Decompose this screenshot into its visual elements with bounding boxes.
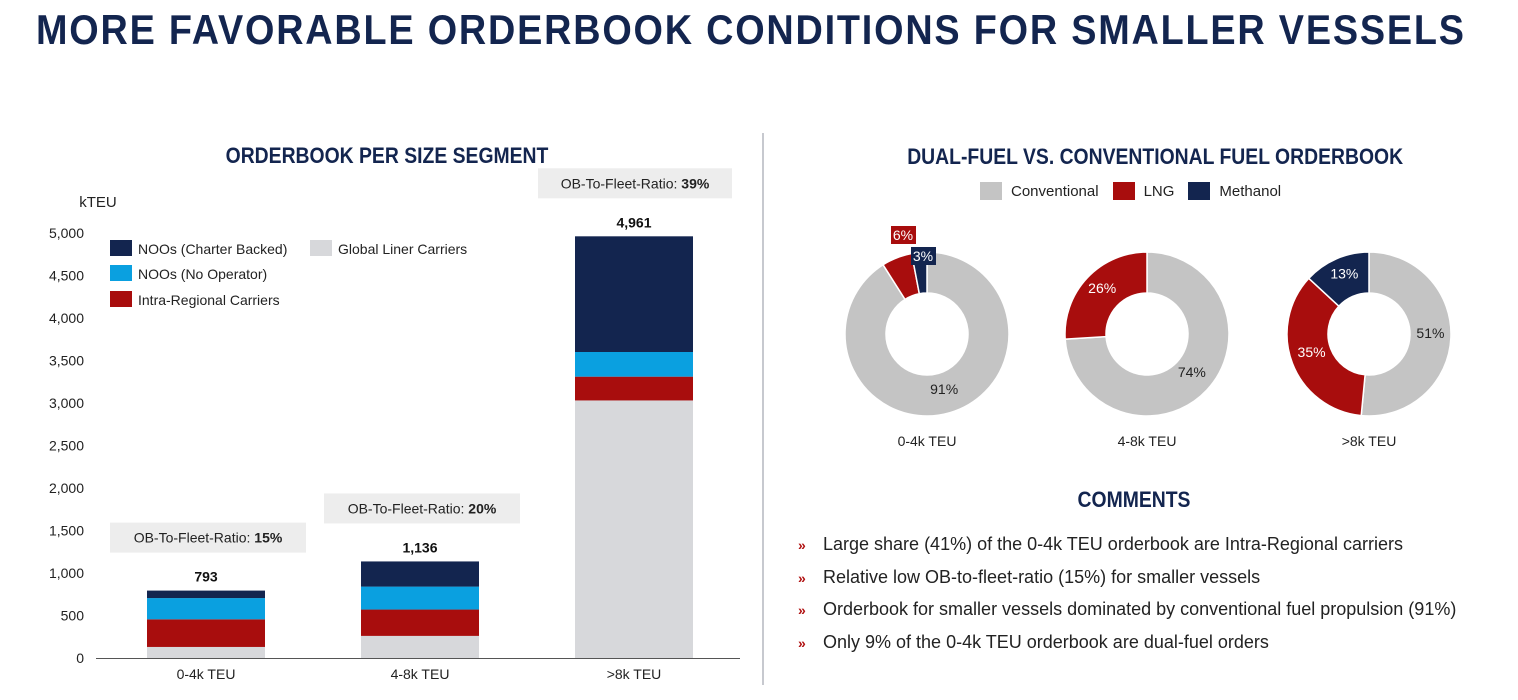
bar-segment [147,590,265,599]
x-tick-label: 4-8k TEU [391,666,450,682]
legend-item-conventional: Conventional [980,182,1099,200]
ratio-box [538,168,732,199]
donut-value-label: 51% [1416,325,1444,341]
donut-chart-title: DUAL-FUEL VS. CONVENTIONAL FUEL ORDERBOO… [907,144,1404,169]
y-tick-label: 5,000 [49,225,84,241]
donut-charts: 91% 6%3% 0-4k TEU 74% 26% 4-8k TEU 51% 35% 13% >8… [844,226,1452,449]
legend-label: NOOs (No Operator) [138,266,267,282]
bar-segment [147,619,265,647]
y-tick-label: 4,000 [49,310,84,326]
ratio-box [110,522,306,553]
ratio-label: OB-To-Fleet-Ratio: 20% [348,500,497,516]
bullet-icon: » [798,569,806,586]
bullet-icon: » [798,537,806,553]
donut-slice [1307,251,1370,308]
legend-label-lng: LNG [1143,182,1175,200]
legend-label: Global Liner Carriers [338,241,467,257]
y-tick-label: 1,000 [49,565,84,581]
y-tick-label: 500 [61,608,85,624]
bar-total-label: 1,136 [402,539,437,555]
comment-text: Orderbook for smaller vessels dominated … [823,599,1457,619]
donut-chart: 91% 6%3% 0-4k TEU [844,226,1010,449]
bar-total-label: 4,961 [616,214,651,230]
legend-label: Intra-Regional Carriers [138,292,280,308]
donut-category-label: 4-8k TEU [1118,433,1177,449]
legend-swatch [110,291,132,307]
donut-legend: Conventional LNG Methanol [980,182,1281,200]
donut-slice [1360,251,1452,417]
bar-segment [575,352,693,377]
comment-item: » Large share (41%) of the 0-4k TEU order… [798,530,1456,563]
donut-value-label: 91% [930,381,958,397]
legend-swatch [310,240,332,256]
donut-category-label: 0-4k TEU [898,433,957,449]
donut-label-box [911,247,936,265]
comment-item: » Relative low OB-to-fleet-ratio (15%) fo… [798,563,1456,596]
comment-text: Relative low OB-to-fleet-ratio (15%) for… [823,566,1261,587]
bar-segment [575,400,693,658]
bar-segment [361,561,479,587]
legend-label-methanol: Methanol [1219,182,1282,200]
bullet-icon: » [798,602,806,618]
donut-label-box [891,226,916,244]
bar-segment [361,586,479,610]
y-tick-label: 2,000 [49,480,84,496]
bar-segment [361,635,479,658]
y-tick-label: 3,000 [49,395,84,411]
comment-text: Only 9% of the 0-4k TEU orderbook are du… [823,631,1269,652]
legend-label: NOOs (Charter Backed) [138,241,287,257]
legend-label-conventional: Conventional [1011,182,1099,200]
donut-slice [844,251,1010,417]
legend-item-methanol: Methanol [1188,182,1281,200]
legend-item-lng: LNG [1112,182,1175,200]
comments-title: COMMENTS [1077,487,1191,512]
legend-swatch-conventional [980,182,1002,200]
y-tick-label: 0 [76,650,84,666]
donut-value-label: 35% [1298,344,1326,360]
legend-swatch [110,265,132,281]
donut-category-label: >8k TEU [1342,433,1397,449]
comment-item: » Orderbook for smaller vessels dominated… [798,595,1456,628]
legend-swatch [110,240,132,256]
stacked-bar-chart: kTEU 0 500 1,000 1,500 2,000 2,500 3,000 3,500 4… [49,168,740,682]
y-tick-label: 1,500 [49,523,84,539]
page-title: MORE FAVORABLE ORDERBOOK CONDITIONS FOR … [36,6,1466,53]
bar-segment [361,609,479,636]
comment-item: » Only 9% of the 0-4k TEU orderbook are d… [798,628,1456,661]
donut-slice [1064,251,1148,340]
donut-slice [1286,277,1366,417]
donut-value-label: 74% [1178,364,1206,380]
section-divider [762,133,764,685]
donut-value-label: 26% [1088,280,1116,296]
donut-value-label: 13% [1330,266,1358,282]
bar-segment [575,376,693,401]
comments-list: » Large share (41%) of the 0-4k TEU order… [798,530,1456,660]
y-axis-label: kTEU [79,194,117,211]
y-tick-label: 3,500 [49,353,84,369]
donut-chart: 51% 35% 13% >8k TEU [1286,251,1452,449]
bar-segment [575,236,693,352]
donut-value-label: 6% [893,227,913,243]
legend-swatch-methanol [1188,182,1211,200]
y-tick-label: 4,500 [49,268,84,284]
bar-chart-title: ORDERBOOK PER SIZE SEGMENT [225,143,549,168]
y-tick-label: 2,500 [49,438,84,454]
ratio-label: OB-To-Fleet-Ratio: 15% [134,530,283,546]
donut-chart: 74% 26% 4-8k TEU [1064,251,1230,449]
bullet-icon: » [798,634,806,651]
x-tick-label: 0-4k TEU [177,666,236,682]
donut-value-label: 3% [913,248,933,264]
bar-segment [147,598,265,620]
ratio-label: OB-To-Fleet-Ratio: 39% [561,175,710,191]
legend-swatch-lng [1112,182,1135,200]
ratio-box [324,493,520,524]
bar-total-label: 793 [194,569,218,585]
comment-text: Large share (41%) of the 0-4k TEU orderb… [823,534,1403,554]
x-tick-label: >8k TEU [607,666,662,682]
bar-segment [147,646,265,658]
donut-slice [1064,251,1230,417]
